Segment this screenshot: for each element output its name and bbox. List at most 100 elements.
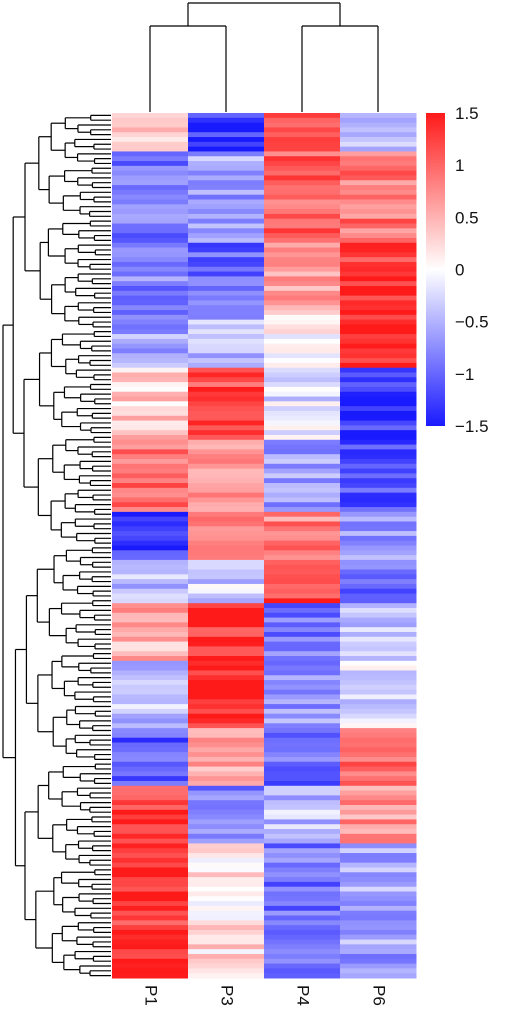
heatmap-cell bbox=[340, 300, 417, 306]
heatmap-cell bbox=[112, 925, 189, 931]
heatmap-cell bbox=[264, 286, 341, 292]
heatmap-cell bbox=[112, 165, 189, 172]
heatmap-cell bbox=[188, 785, 265, 792]
heatmap-cell bbox=[264, 396, 341, 402]
heatmap-cell bbox=[340, 660, 417, 667]
heatmap-cell bbox=[340, 228, 417, 234]
heatmap-cell bbox=[340, 699, 417, 705]
heatmap-cell bbox=[340, 319, 417, 325]
heatmap-cell bbox=[264, 795, 341, 801]
heatmap-cell bbox=[188, 925, 265, 931]
heatmap-cell bbox=[340, 401, 417, 407]
heatmap-cell bbox=[340, 704, 417, 710]
heatmap-cell bbox=[340, 189, 417, 196]
heatmap-cell bbox=[188, 218, 265, 225]
heatmap-cell bbox=[112, 776, 189, 782]
heatmap-cell bbox=[188, 401, 265, 407]
heatmap-cell bbox=[340, 603, 417, 609]
heatmap-cell bbox=[340, 242, 417, 249]
heatmap-cell bbox=[188, 348, 265, 354]
heatmap-cell bbox=[264, 583, 341, 590]
heatmap-cell bbox=[188, 656, 265, 662]
heatmap-cell bbox=[340, 843, 417, 849]
heatmap-cell bbox=[340, 627, 417, 633]
heatmap-cell bbox=[188, 910, 265, 917]
heatmap-cells bbox=[112, 113, 417, 979]
heatmap-cell bbox=[340, 795, 417, 801]
heatmap-cell bbox=[112, 449, 189, 455]
heatmap-cell bbox=[340, 478, 417, 484]
heatmap-cell bbox=[264, 454, 341, 460]
heatmap-cell bbox=[340, 338, 417, 345]
heatmap-cell bbox=[188, 915, 265, 921]
heatmap-cell bbox=[188, 920, 265, 926]
heatmap-cell bbox=[264, 550, 341, 556]
color-scale-tick-label: 1.5 bbox=[455, 104, 479, 123]
heatmap-cell bbox=[264, 146, 341, 152]
heatmap-cell bbox=[188, 670, 265, 676]
heatmap-cell bbox=[188, 329, 265, 335]
heatmap-cell bbox=[112, 146, 189, 152]
heatmap-cell bbox=[188, 516, 265, 522]
heatmap-cell bbox=[340, 132, 417, 138]
heatmap-cell bbox=[188, 252, 265, 258]
heatmap-cell bbox=[340, 790, 417, 796]
heatmap-cell bbox=[112, 295, 189, 301]
heatmap-cell bbox=[188, 314, 265, 321]
heatmap-cell bbox=[264, 415, 341, 422]
heatmap-cell bbox=[264, 891, 341, 897]
heatmap-cell bbox=[264, 199, 341, 205]
heatmap-cell bbox=[340, 766, 417, 772]
heatmap-cell bbox=[188, 905, 265, 912]
heatmap-cell bbox=[188, 199, 265, 205]
heatmap-cell bbox=[112, 300, 189, 306]
heatmap-cell bbox=[188, 295, 265, 301]
heatmap-cell bbox=[340, 348, 417, 354]
heatmap-cell bbox=[264, 747, 341, 753]
heatmap-cell bbox=[340, 305, 417, 311]
heatmap-cell bbox=[112, 377, 189, 383]
heatmap-cell bbox=[340, 579, 417, 585]
heatmap-cell bbox=[340, 295, 417, 301]
heatmap-cell bbox=[112, 257, 189, 263]
heatmap-cell bbox=[188, 483, 265, 489]
heatmap-cell bbox=[188, 161, 265, 167]
heatmap-cell bbox=[264, 449, 341, 455]
heatmap-cell bbox=[264, 310, 341, 316]
heatmap-cell bbox=[340, 367, 417, 373]
heatmap-cell bbox=[340, 497, 417, 503]
heatmap-cell bbox=[264, 723, 341, 729]
heatmap-cell bbox=[264, 665, 341, 671]
heatmap-cell bbox=[112, 732, 189, 739]
heatmap-cell bbox=[112, 920, 189, 926]
heatmap-cell bbox=[188, 367, 265, 373]
heatmap-cell bbox=[188, 728, 265, 734]
heatmap-cell bbox=[264, 459, 341, 465]
heatmap-cell bbox=[264, 963, 341, 969]
heatmap-cell bbox=[188, 156, 265, 162]
heatmap-cell bbox=[188, 708, 265, 715]
heatmap-cell bbox=[340, 122, 417, 128]
heatmap-cell bbox=[112, 766, 189, 772]
heatmap-cell bbox=[188, 170, 265, 176]
heatmap-cell bbox=[264, 540, 341, 546]
heatmap-cell bbox=[112, 694, 189, 700]
heatmap-cell bbox=[340, 281, 417, 287]
heatmap-cell bbox=[264, 910, 341, 917]
heatmap-cell bbox=[264, 622, 341, 628]
heatmap-cell bbox=[188, 780, 265, 787]
heatmap-cell bbox=[264, 636, 341, 643]
heatmap-cell bbox=[112, 218, 189, 225]
heatmap-cell bbox=[188, 877, 265, 883]
heatmap-cell bbox=[340, 636, 417, 643]
heatmap-cell bbox=[340, 194, 417, 200]
heatmap-cell bbox=[188, 593, 265, 599]
heatmap-cell bbox=[112, 814, 189, 820]
heatmap-cell bbox=[188, 223, 265, 229]
heatmap-cell bbox=[112, 252, 189, 258]
heatmap-cell bbox=[188, 300, 265, 306]
heatmap-cell bbox=[340, 185, 417, 191]
color-scale-bar bbox=[426, 113, 445, 426]
heatmap-cell bbox=[188, 132, 265, 138]
heatmap-cell bbox=[264, 492, 341, 498]
